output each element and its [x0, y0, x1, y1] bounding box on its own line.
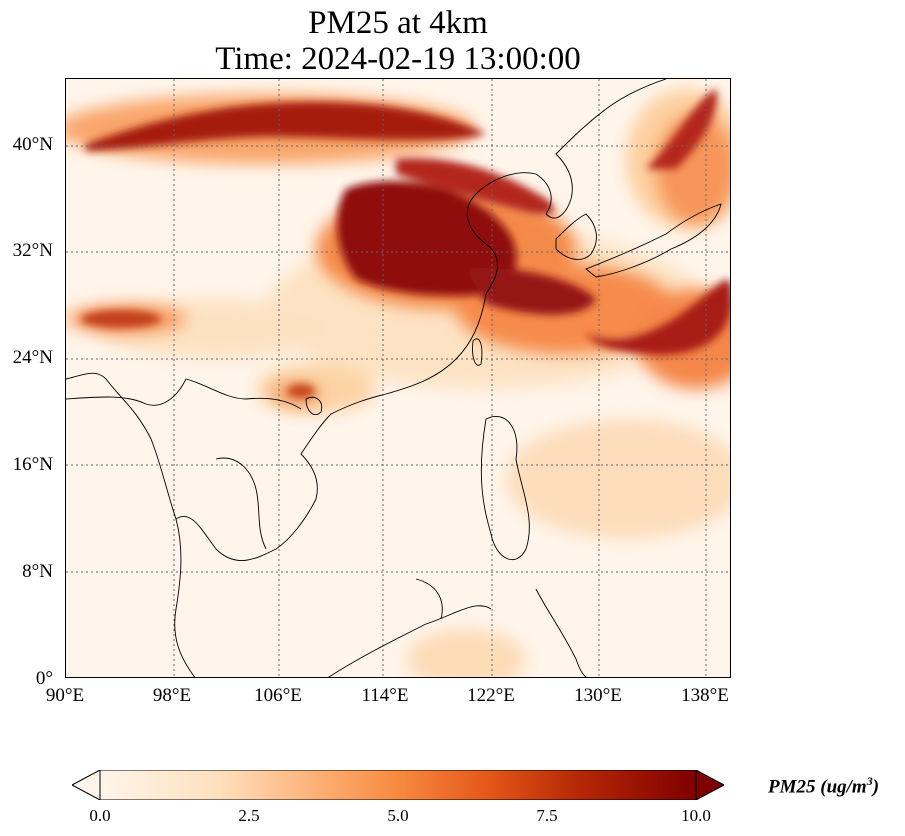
lat-label-24n: 24°N [12, 347, 53, 368]
field-high [81, 89, 730, 398]
colorbar-label-close: ) [872, 776, 880, 798]
colorbar-gradient [100, 770, 696, 800]
colorbar-tick-2-5: 2.5 [238, 806, 260, 825]
map-title-line-1: PM25 at 4km [308, 5, 488, 41]
lon-label-122e: 122°E [467, 685, 515, 706]
colorbar-graphic [70, 769, 726, 801]
lon-label-98e: 98°E [152, 685, 192, 706]
map-panel [65, 78, 731, 678]
lat-label-16n: 16°N [12, 454, 53, 475]
pm25-field-map [66, 79, 730, 677]
colorbar-extend-max [695, 769, 726, 801]
lon-label-114e: 114°E [361, 685, 409, 706]
lon-label-138e: 138°E [681, 685, 729, 706]
coastlines [66, 79, 722, 677]
lat-label-8n: 8°N [22, 561, 53, 582]
lon-label-106e: 106°E [254, 685, 302, 706]
lat-label-40n: 40°N [12, 134, 53, 155]
graticule [66, 79, 730, 677]
colorbar-tick-0: 0.0 [89, 806, 111, 825]
colorbar-extend-min [70, 769, 101, 801]
colorbar [70, 769, 726, 801]
colorbar-tick-10: 10.0 [681, 806, 711, 825]
colorbar-label-main: PM25 (ug/m [768, 776, 867, 798]
colorbar-label: PM25 (ug/m3) [768, 774, 879, 798]
colorbar-label-exponent: 3 [866, 774, 873, 788]
lat-label-0: 0° [35, 668, 53, 689]
colorbar-tick-7-5: 7.5 [536, 806, 558, 825]
map-title-line-2: Time: 2024-02-19 13:00:00 [215, 41, 581, 77]
lat-label-32n: 32°N [12, 240, 53, 261]
colorbar-tick-5: 5.0 [387, 806, 409, 825]
lon-label-90e: 90°E [45, 685, 85, 706]
lon-label-130e: 130°E [574, 685, 622, 706]
